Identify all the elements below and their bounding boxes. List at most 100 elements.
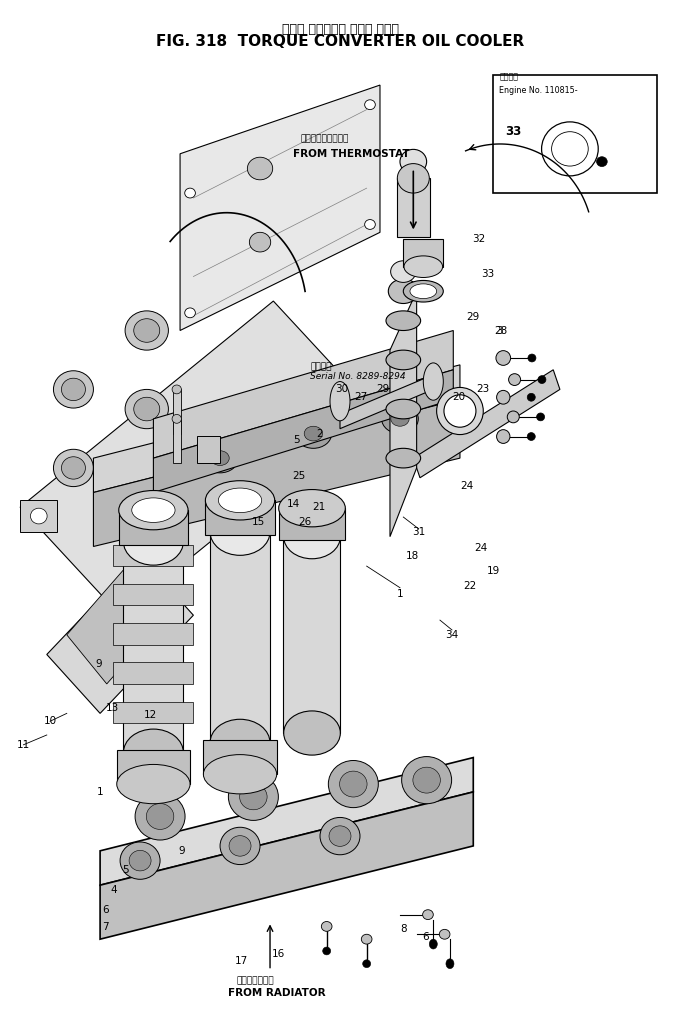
Ellipse shape: [507, 411, 520, 423]
Text: 29: 29: [377, 384, 390, 395]
Text: 6: 6: [422, 932, 428, 943]
Polygon shape: [93, 365, 460, 492]
Ellipse shape: [284, 515, 340, 559]
Ellipse shape: [390, 261, 416, 283]
Ellipse shape: [124, 729, 184, 776]
Ellipse shape: [446, 959, 454, 968]
Ellipse shape: [54, 371, 93, 408]
Polygon shape: [340, 374, 433, 429]
Ellipse shape: [250, 232, 271, 252]
Bar: [114, 584, 193, 605]
Ellipse shape: [429, 940, 437, 949]
Ellipse shape: [404, 256, 443, 278]
Ellipse shape: [146, 804, 174, 830]
Ellipse shape: [129, 850, 151, 871]
Ellipse shape: [410, 284, 437, 298]
Ellipse shape: [205, 481, 275, 520]
Ellipse shape: [228, 773, 278, 820]
Ellipse shape: [322, 921, 332, 931]
Bar: [124, 542, 184, 752]
Text: 4: 4: [110, 885, 117, 895]
Text: 3: 3: [496, 326, 503, 335]
Text: FROM THERMOSTAT: FROM THERMOSTAT: [293, 149, 410, 158]
Text: 23: 23: [477, 384, 490, 395]
Polygon shape: [180, 85, 380, 331]
Ellipse shape: [439, 929, 450, 940]
Ellipse shape: [218, 488, 262, 513]
Ellipse shape: [229, 836, 251, 856]
Polygon shape: [47, 556, 193, 713]
Ellipse shape: [119, 490, 188, 529]
Ellipse shape: [125, 390, 169, 429]
Ellipse shape: [402, 757, 452, 804]
Ellipse shape: [339, 771, 367, 797]
Ellipse shape: [172, 414, 182, 424]
Text: 2: 2: [317, 429, 323, 439]
Ellipse shape: [330, 381, 350, 420]
Text: サーモスタットより: サーモスタットより: [300, 135, 348, 144]
Text: 適用号数: 適用号数: [500, 73, 519, 81]
Ellipse shape: [423, 910, 433, 919]
Text: 33: 33: [505, 124, 522, 138]
Bar: [197, 436, 220, 463]
Ellipse shape: [54, 449, 93, 486]
Ellipse shape: [210, 508, 270, 555]
Ellipse shape: [132, 498, 175, 522]
Ellipse shape: [239, 784, 267, 810]
Bar: [493, 75, 657, 193]
Text: 適用号数
Serial No. 8289-8294: 適用号数 Serial No. 8289-8294: [310, 362, 406, 381]
Bar: [114, 662, 193, 684]
Text: FROM RADIATOR: FROM RADIATOR: [228, 988, 326, 998]
Text: 30: 30: [335, 384, 348, 395]
Bar: [173, 418, 181, 463]
Ellipse shape: [509, 374, 521, 386]
Ellipse shape: [202, 443, 239, 473]
Ellipse shape: [210, 720, 270, 767]
Ellipse shape: [400, 149, 426, 174]
Bar: [119, 510, 188, 545]
Text: 13: 13: [105, 703, 119, 713]
Polygon shape: [100, 792, 473, 940]
Bar: [117, 749, 190, 784]
Text: 21: 21: [312, 503, 325, 512]
Ellipse shape: [386, 310, 421, 331]
Ellipse shape: [329, 825, 351, 846]
Text: 15: 15: [252, 517, 265, 527]
Text: 34: 34: [445, 630, 458, 639]
Text: 24: 24: [460, 481, 473, 490]
Ellipse shape: [172, 386, 182, 394]
Bar: [114, 545, 193, 566]
Ellipse shape: [295, 418, 332, 448]
Ellipse shape: [211, 450, 229, 466]
Ellipse shape: [279, 489, 345, 526]
Text: 24: 24: [475, 544, 488, 553]
Bar: [205, 501, 275, 535]
Ellipse shape: [391, 411, 409, 427]
Ellipse shape: [134, 319, 160, 342]
Text: 19: 19: [487, 566, 500, 576]
Bar: [114, 623, 193, 645]
Bar: [114, 701, 193, 724]
Text: 17: 17: [235, 956, 248, 965]
Ellipse shape: [413, 767, 441, 793]
Ellipse shape: [328, 761, 378, 808]
Ellipse shape: [134, 397, 160, 420]
Polygon shape: [93, 399, 460, 547]
Bar: [403, 240, 443, 266]
Ellipse shape: [117, 765, 190, 804]
Text: 1: 1: [396, 589, 403, 598]
Text: 9: 9: [178, 846, 185, 856]
Text: 10: 10: [44, 717, 56, 726]
Text: 11: 11: [17, 740, 30, 749]
Ellipse shape: [537, 413, 545, 420]
Text: 33: 33: [481, 268, 494, 279]
Ellipse shape: [496, 430, 510, 443]
Bar: [210, 531, 270, 743]
Ellipse shape: [364, 220, 375, 229]
Ellipse shape: [135, 793, 185, 840]
Ellipse shape: [527, 433, 535, 440]
Bar: [396, 178, 430, 237]
Text: 8: 8: [400, 924, 407, 934]
Ellipse shape: [248, 157, 273, 180]
Polygon shape: [100, 758, 473, 885]
